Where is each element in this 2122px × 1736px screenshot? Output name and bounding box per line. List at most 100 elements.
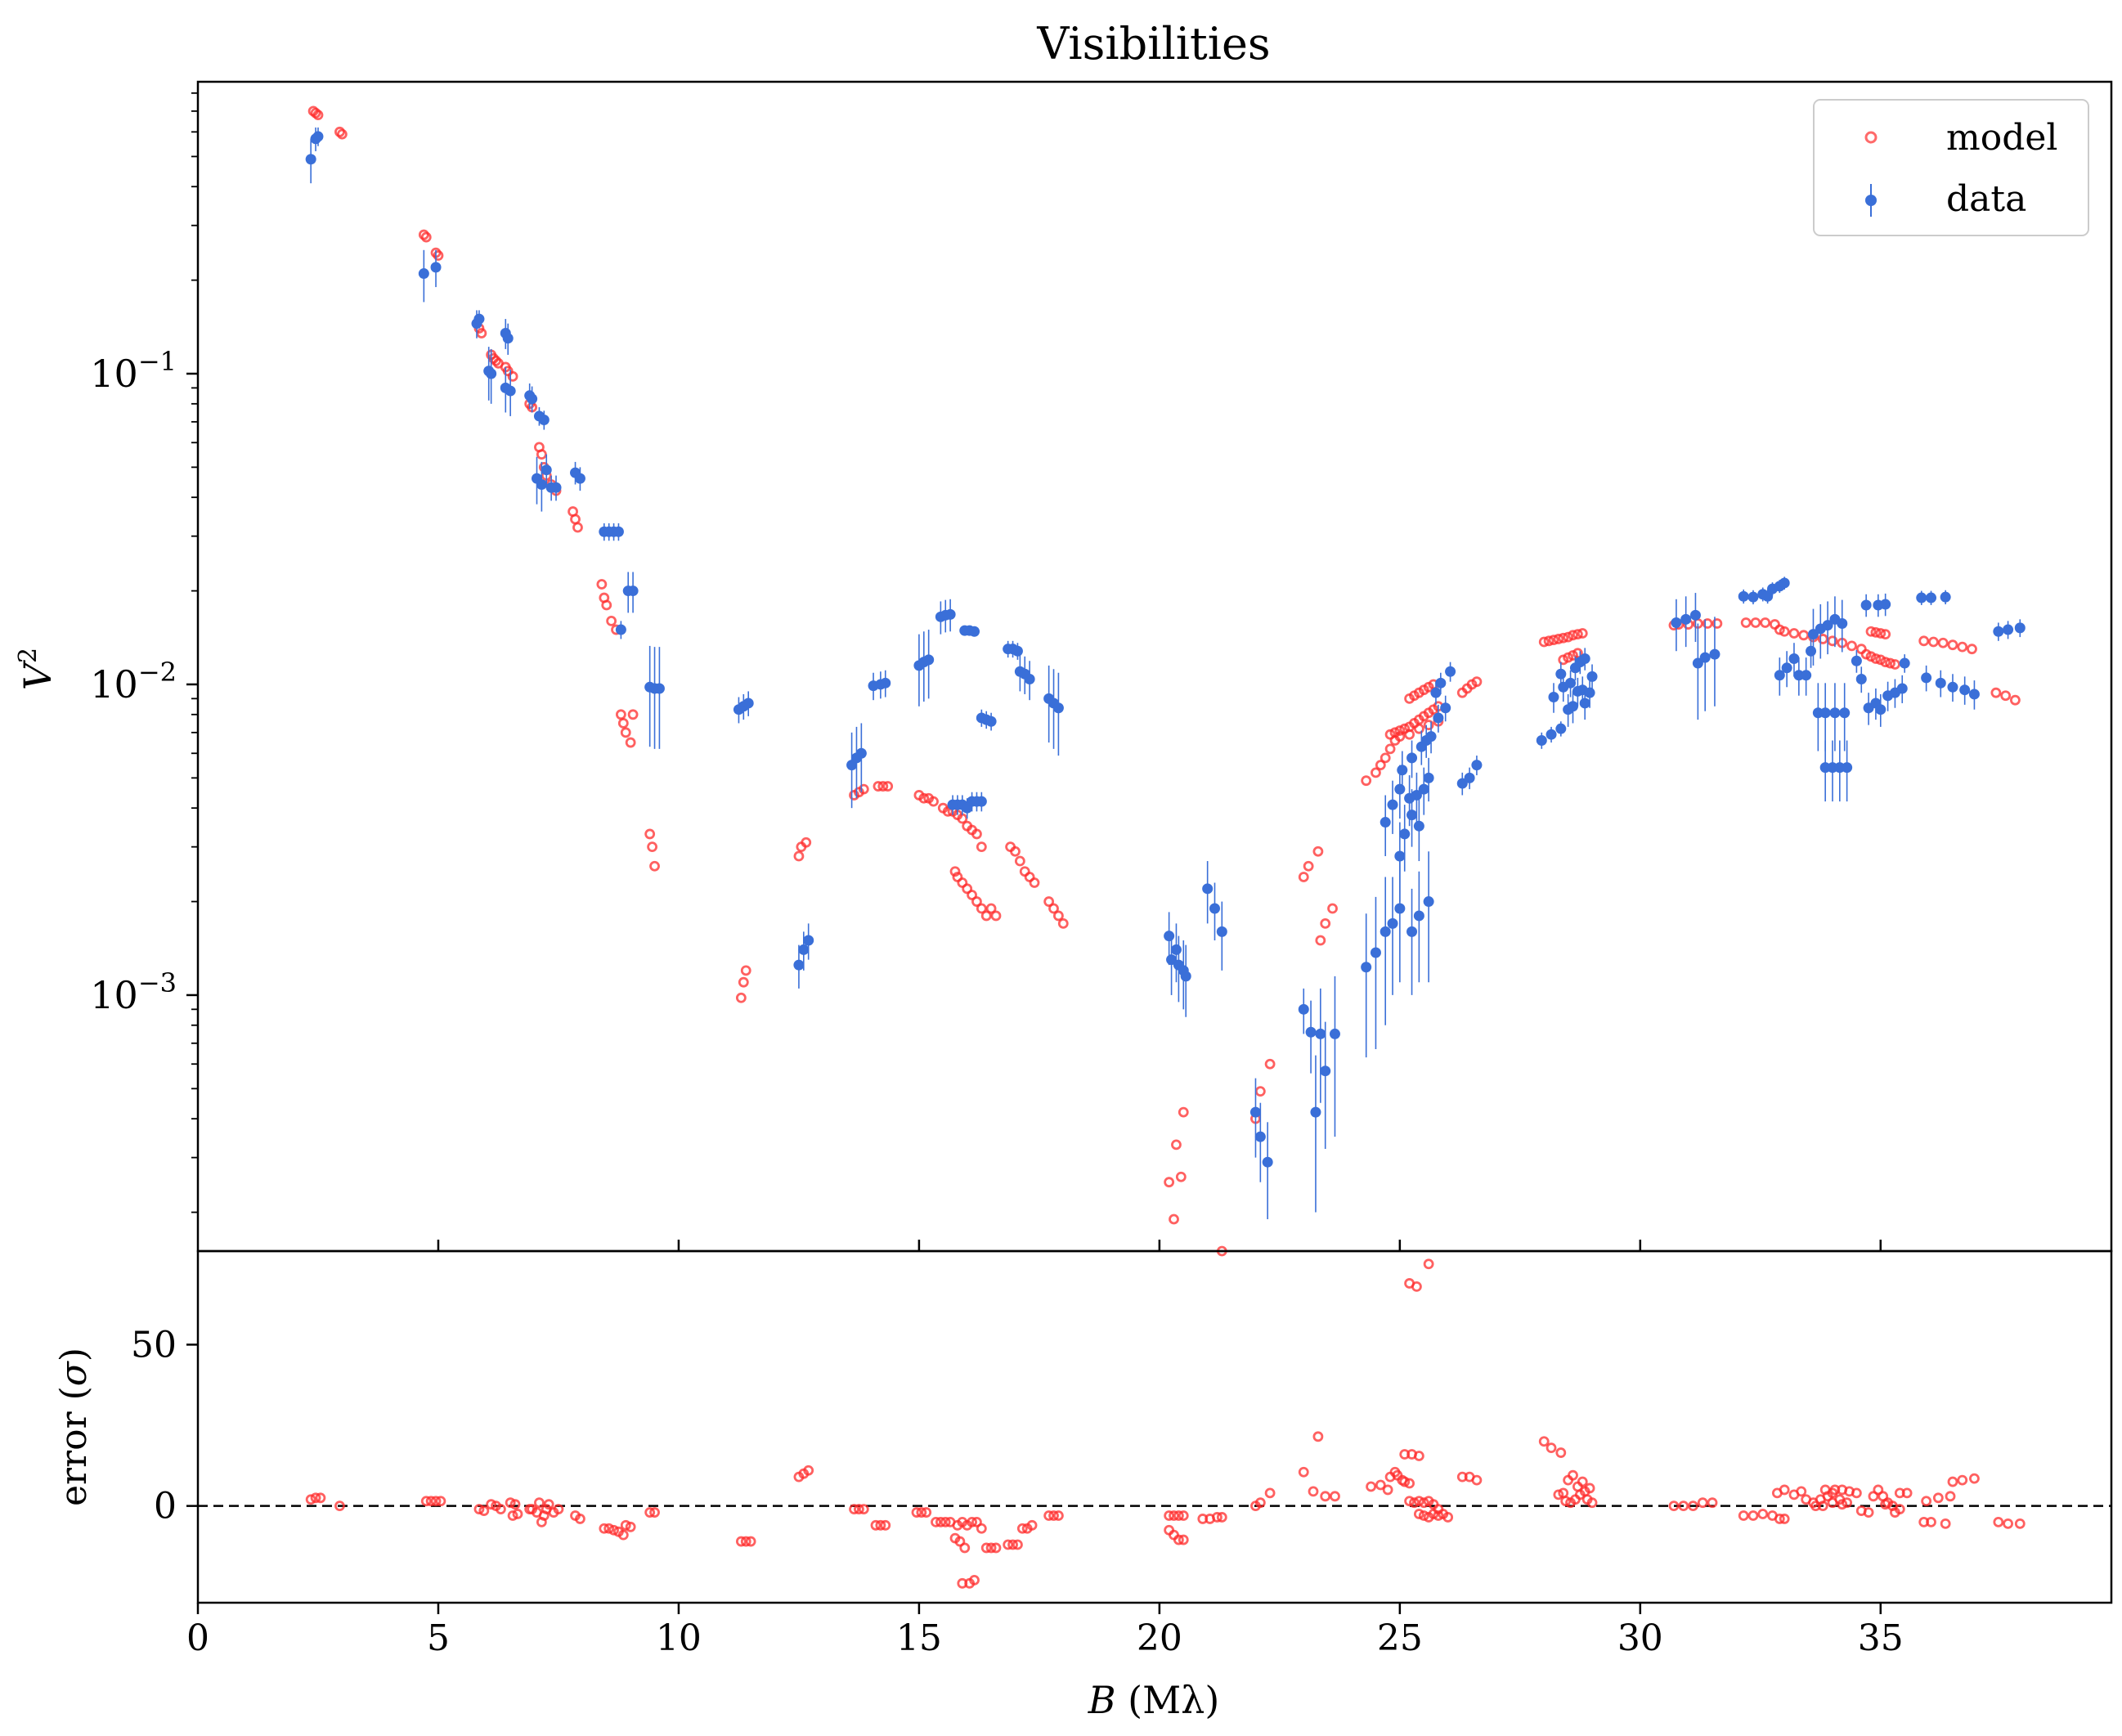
model-point (627, 709, 639, 720)
model-point (1875, 628, 1886, 639)
data-point (1940, 591, 1951, 603)
data-point (1586, 671, 1598, 682)
model-point (1010, 846, 1021, 857)
data-point (1899, 657, 1910, 669)
data-point (527, 393, 538, 405)
model-point (1957, 641, 1968, 653)
data-point (1935, 677, 1946, 689)
residual-point (1538, 1436, 1550, 1447)
bottom-y-tick-label: 50 (131, 1324, 177, 1366)
residual-point (1577, 1476, 1588, 1487)
residual-point (976, 1523, 987, 1534)
model-point (1048, 903, 1059, 914)
residual-point (1413, 1509, 1424, 1519)
legend-model-marker (1864, 131, 1877, 144)
x-tick-label: 25 (1377, 1617, 1423, 1659)
data-point (627, 585, 639, 597)
residual-point (875, 1519, 886, 1531)
legend: model data (1813, 99, 2089, 236)
residual-point (315, 1492, 326, 1504)
data-point (1425, 731, 1437, 742)
data-point (1433, 712, 1444, 724)
model-point (928, 796, 939, 807)
data-point (502, 333, 514, 344)
data-point (1993, 626, 2004, 637)
data-point (793, 959, 805, 971)
data-point (1860, 599, 1872, 611)
data-point (1445, 666, 1456, 677)
residual-point (1921, 1496, 1932, 1507)
residual-point (803, 1465, 814, 1476)
data-point (1555, 668, 1567, 680)
top-y-tick-label: 10−1 (90, 346, 177, 396)
model-point (620, 727, 631, 738)
data-point (1180, 971, 1191, 982)
residual-point (990, 1542, 1002, 1554)
residual-point (2014, 1518, 2026, 1529)
residual-point (745, 1536, 756, 1547)
model-point (1053, 910, 1064, 922)
data-point (1781, 662, 1792, 674)
data-point (536, 478, 547, 490)
data-point (2003, 624, 2014, 635)
data-point (1807, 629, 1819, 640)
model-point (980, 910, 992, 922)
model-point (1990, 687, 2002, 698)
residual-point (1366, 1481, 1376, 1492)
residual-point (1216, 1512, 1227, 1523)
data-point (742, 698, 754, 709)
residual-point (1178, 1510, 1189, 1521)
residual-point (1264, 1487, 1276, 1499)
data-point (1788, 653, 1800, 665)
residual-point (478, 1505, 490, 1516)
residual-point (1957, 1474, 1968, 1486)
data-point (803, 935, 814, 946)
model-point (971, 828, 982, 840)
data-point (1837, 618, 1848, 630)
model-point (1760, 617, 1771, 628)
model-point (418, 229, 429, 240)
residual-point (854, 1504, 864, 1514)
residual-point (1586, 1497, 1598, 1509)
residual-point (1330, 1491, 1340, 1502)
residual-point (334, 1500, 345, 1512)
residual-point (1212, 1512, 1223, 1523)
data-point (574, 473, 585, 484)
tick-label-exponent: −3 (138, 967, 177, 998)
residual-point (971, 1516, 982, 1527)
residual-point (534, 1497, 545, 1509)
residual-point (858, 1504, 869, 1514)
data-point (1413, 910, 1424, 922)
residual-point (1688, 1500, 1698, 1512)
data-point (1822, 620, 1833, 631)
data-point (1370, 947, 1381, 958)
residual-point (1546, 1442, 1557, 1454)
model-point (1779, 626, 1790, 637)
residual-point (1779, 1484, 1790, 1496)
residual-point (1413, 1496, 1424, 1507)
data-point (1855, 673, 1867, 684)
model-point (1375, 760, 1386, 771)
model-point (1169, 1213, 1179, 1225)
residual-point (1423, 1258, 1434, 1270)
model-point (312, 110, 324, 121)
x-axis-label: B (Mλ) (1088, 1678, 1220, 1722)
model-point (1712, 618, 1723, 629)
residual-point (1894, 1504, 1905, 1514)
y-axis-label-bottom-pre: error ( (53, 1386, 95, 1506)
bottom-plot-frame (196, 1249, 2113, 1604)
residual-point (1169, 1510, 1179, 1521)
data-point (1738, 590, 1749, 602)
model-point (1312, 846, 1324, 857)
model-point (985, 903, 997, 914)
model-point (1870, 653, 1882, 664)
tick-label-base: 10 (90, 352, 138, 396)
data-point (944, 608, 956, 620)
data-point (1896, 683, 1908, 694)
model-point (793, 850, 805, 862)
legend-data-label: data (1946, 178, 2026, 220)
data-point (1435, 677, 1447, 689)
model-point (1798, 630, 1810, 641)
residual-point (1053, 1510, 1064, 1521)
y-axis-label-bottom-post: ) (53, 1348, 95, 1361)
